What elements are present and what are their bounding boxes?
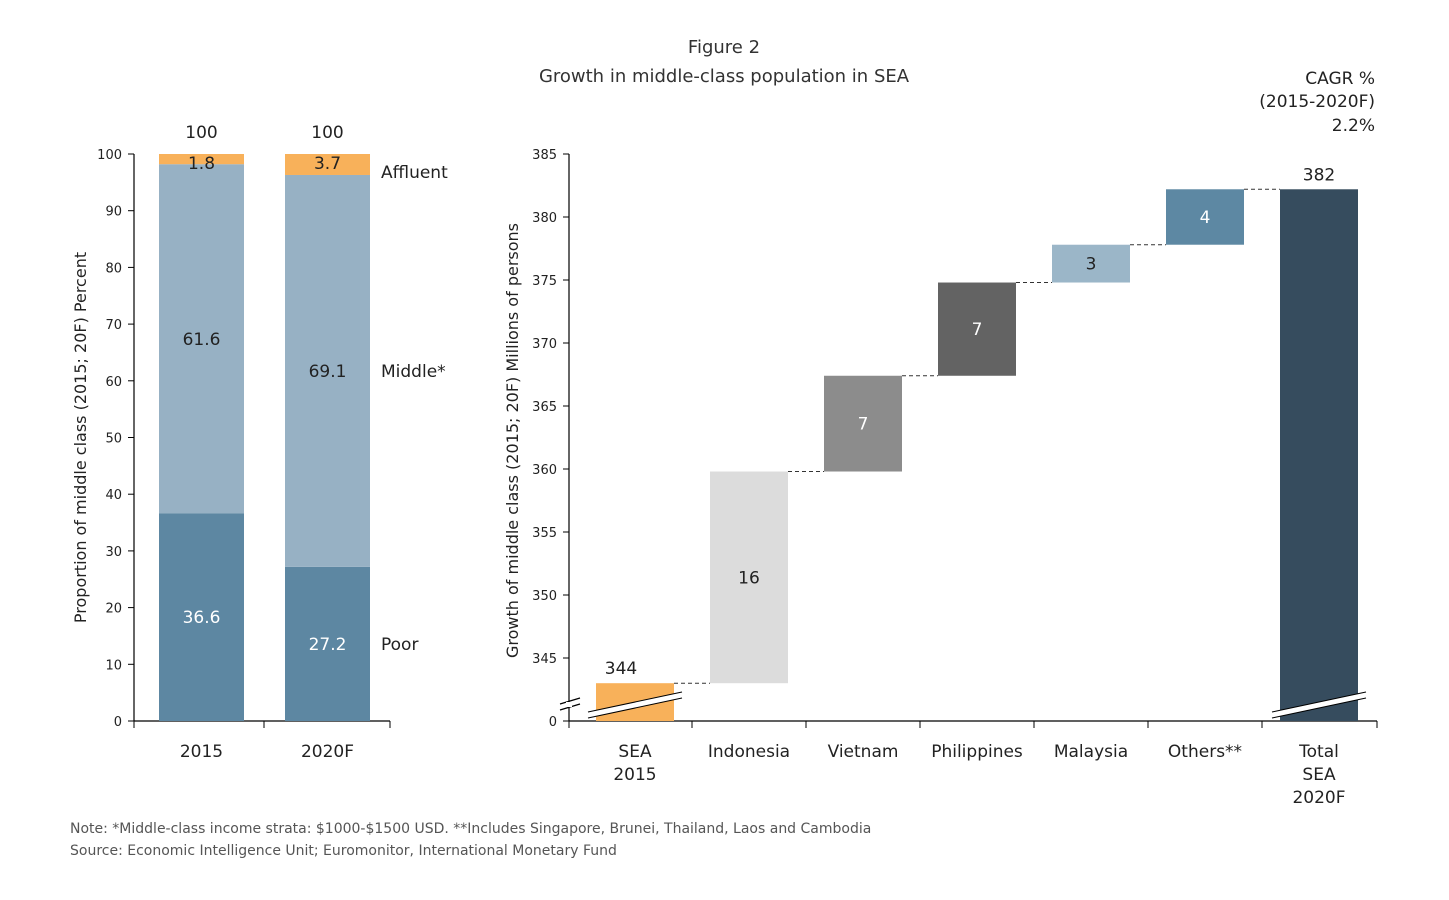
segment-value-label: 27.2 [309, 635, 347, 655]
y-tick-label: 385 [532, 148, 557, 163]
bar-segment-middle [285, 174, 370, 567]
waterfall-bar-others [1166, 189, 1244, 245]
source-note: Source: Economic Intelligence Unit; Euro… [70, 843, 617, 859]
y-tick-label: 345 [532, 652, 557, 667]
cagr-header: CAGR % [1305, 69, 1375, 89]
bar-segment-poor [159, 513, 244, 721]
x-category-label: 2020F [1292, 788, 1345, 808]
y-tick-label: 380 [532, 211, 557, 226]
x-category-label: SEA [1302, 765, 1336, 785]
bar-total-label: 100 [185, 123, 217, 143]
y-tick-label: 0 [549, 715, 557, 730]
y-tick-label: 365 [532, 400, 557, 415]
figure-label: Figure 2 [688, 37, 760, 58]
segment-value-label: 61.6 [183, 330, 221, 350]
waterfall-bar-total [1280, 189, 1358, 721]
bar-break-gap [588, 692, 682, 718]
x-category-label: Total [1298, 742, 1339, 762]
bar-delta-label: 7 [858, 415, 869, 435]
y-tick-label: 100 [97, 148, 122, 163]
x-category-label: Others** [1168, 742, 1242, 762]
y-axis-label: Proportion of middle class (2015; 20F) P… [71, 252, 90, 623]
x-category-label: 2020F [301, 742, 354, 762]
y-tick-label: 10 [105, 658, 122, 673]
bar-segment-middle [159, 164, 244, 514]
bar-break-mark [587, 697, 683, 719]
y-tick-label: 375 [532, 274, 557, 289]
bar-total-label: 382 [1303, 165, 1335, 185]
x-category-label: Philippines [931, 742, 1023, 762]
y-tick-label: 370 [532, 337, 557, 352]
bar-total-label: 100 [311, 123, 343, 143]
y-tick-label: 20 [105, 602, 122, 617]
y-tick-label: 350 [532, 589, 557, 604]
axis-break-gap [566, 702, 572, 707]
cagr-value: 2.2% [1332, 116, 1375, 136]
y-tick-label: 30 [105, 545, 122, 560]
y-tick-label: 50 [105, 432, 122, 447]
y-tick-label: 70 [105, 318, 122, 333]
segment-value-label: 69.1 [309, 362, 347, 382]
bar-segment-affluent [159, 154, 244, 165]
figure-title: Growth in middle-class population in SEA [539, 66, 910, 87]
bar-break-gap [1272, 692, 1366, 718]
series-name-label: Affluent [381, 163, 448, 183]
segment-value-label: 3.7 [314, 154, 341, 174]
x-category-label: 2015 [613, 765, 656, 785]
segment-value-label: 1.8 [188, 154, 215, 174]
x-category-label: SEA [618, 742, 652, 762]
y-tick-label: 355 [532, 526, 557, 541]
cagr-period: (2015-2020F) [1259, 92, 1375, 112]
y-tick-label: 0 [114, 715, 122, 730]
y-tick-label: 360 [532, 463, 557, 478]
series-name-label: Middle* [381, 362, 446, 382]
bar-break-mark [1271, 691, 1367, 713]
bar-delta-label: 3 [1086, 255, 1097, 275]
series-name-label: Poor [381, 635, 418, 655]
waterfall-bar-philippines [938, 282, 1016, 376]
bar-total-label: 344 [605, 659, 637, 679]
y-tick-label: 60 [105, 375, 122, 390]
x-category-label: Vietnam [828, 742, 899, 762]
x-category-label: 2015 [180, 742, 223, 762]
bar-delta-label: 4 [1200, 208, 1211, 228]
waterfall-bar-malaysia [1052, 244, 1130, 283]
bar-segment-poor [285, 566, 370, 721]
waterfall-bar-indonesia [710, 471, 788, 684]
y-tick-label: 90 [105, 205, 122, 220]
bar-break-mark [587, 691, 683, 713]
bar-segment-affluent [285, 154, 370, 175]
footnote: Note: *Middle-class income strata: $1000… [70, 821, 872, 837]
axis-break-mark [559, 697, 581, 705]
y-axis-label: Growth of middle class (2015; 20F) Milli… [503, 223, 522, 658]
x-category-label: Malaysia [1054, 742, 1128, 762]
waterfall-bar-vietnam [824, 375, 902, 472]
bar-break-mark [1271, 697, 1367, 719]
segment-value-label: 36.6 [183, 608, 221, 628]
y-tick-label: 80 [105, 261, 122, 276]
waterfall-chart: 0 345 350 355 360 365 370 375 380 385 Growth of mi… [503, 148, 1378, 808]
bar-delta-label: 16 [738, 568, 760, 588]
x-category-label: Indonesia [708, 742, 790, 762]
bar-delta-label: 7 [972, 320, 983, 340]
y-tick-label: 40 [105, 488, 122, 503]
stacked-bar-chart: 0 10 20 30 40 50 60 70 80 90 100 Proportion of midd… [71, 123, 448, 762]
